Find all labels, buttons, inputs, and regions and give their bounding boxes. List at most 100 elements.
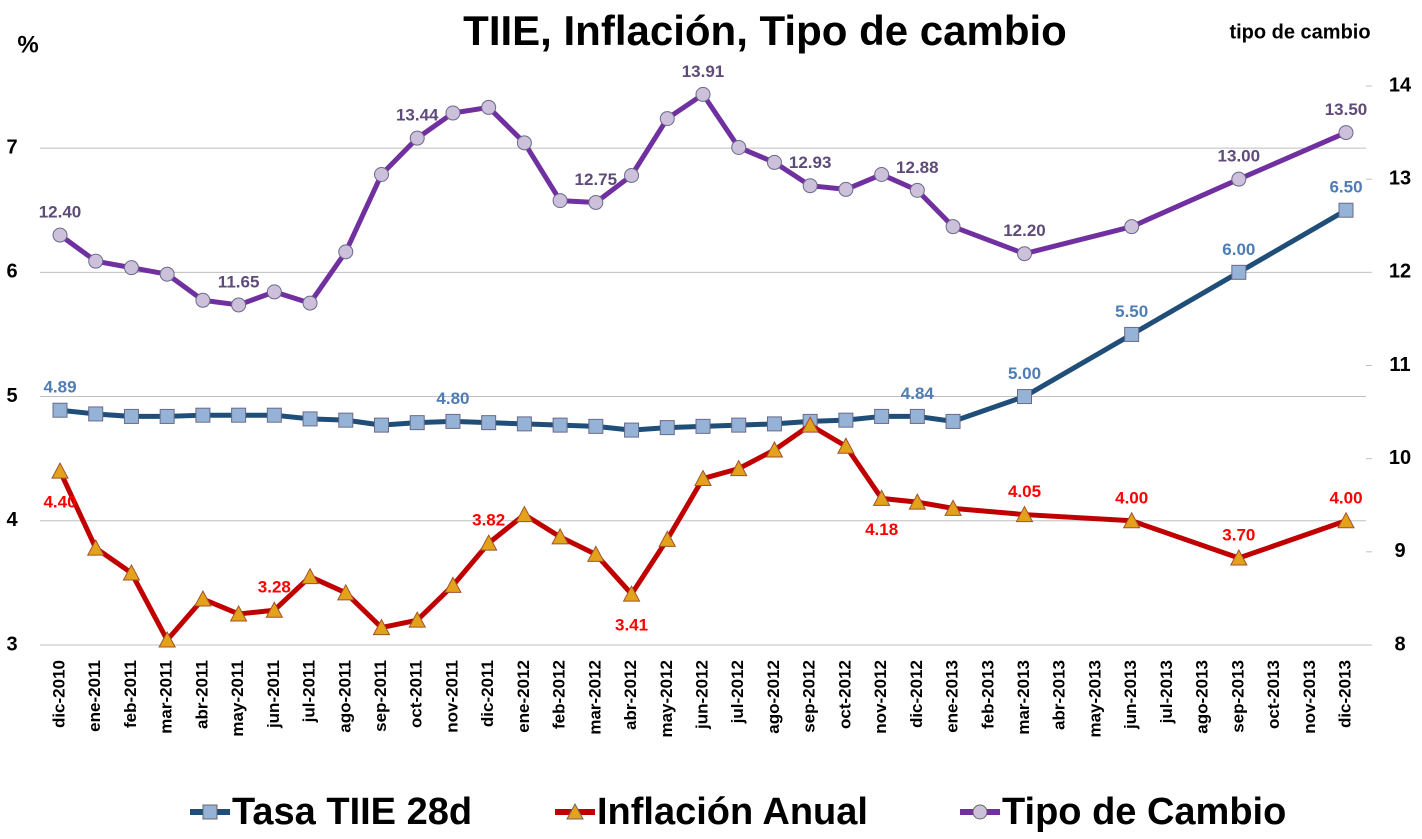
value-label: 5.50 xyxy=(1115,302,1148,321)
marker xyxy=(588,194,604,210)
x-tick-label: may-2013 xyxy=(1085,660,1104,738)
y-tick-label: 5 xyxy=(6,385,17,407)
marker xyxy=(229,604,248,622)
value-label: 12.20 xyxy=(1003,221,1046,240)
marker xyxy=(765,440,784,458)
x-tick-label: jun-2011 xyxy=(264,660,283,729)
marker xyxy=(372,618,391,636)
value-label: 12.40 xyxy=(39,203,82,222)
line xyxy=(57,422,1347,643)
marker xyxy=(658,530,677,547)
marker xyxy=(338,244,354,260)
marker xyxy=(516,135,532,151)
marker xyxy=(729,459,748,477)
marker xyxy=(659,420,675,436)
x-tick-label: dic-2013 xyxy=(1335,660,1354,728)
y2-tick-label: 12 xyxy=(1389,261,1411,283)
marker xyxy=(624,422,640,438)
marker xyxy=(694,469,712,487)
marker xyxy=(622,585,641,602)
marker xyxy=(874,167,890,183)
marker xyxy=(266,284,282,300)
marker xyxy=(266,407,282,423)
marker xyxy=(802,178,818,194)
x-tick-label: mar-2012 xyxy=(585,660,604,735)
x-tick-label: nov-2013 xyxy=(1300,660,1319,734)
marker xyxy=(158,630,177,648)
marker xyxy=(52,227,68,243)
x-tick-label: jun-2013 xyxy=(1121,660,1140,730)
x-tick-label: nov-2012 xyxy=(871,660,890,734)
marker xyxy=(872,489,891,506)
marker xyxy=(909,182,925,198)
marker xyxy=(945,413,961,429)
x-tick-label: nov-2011 xyxy=(442,660,461,733)
y2-tick-label: 13 xyxy=(1389,167,1411,189)
x-tick-label: sep-2011 xyxy=(371,660,390,732)
marker xyxy=(731,139,747,155)
y-tick-label: 6 xyxy=(6,261,17,283)
x-tick-label: ene-2012 xyxy=(514,660,533,733)
value-label: 3.41 xyxy=(615,616,648,635)
x-tick-label: feb-2012 xyxy=(550,660,569,729)
x-tick-label: sep-2012 xyxy=(800,660,819,733)
marker xyxy=(195,407,211,423)
x-tick-label: dic-2010 xyxy=(49,660,68,728)
value-label: 4.40 xyxy=(43,493,76,512)
marker xyxy=(481,415,497,431)
x-tick-label: feb-2011 xyxy=(121,660,140,728)
marker xyxy=(588,418,604,434)
value-label: 4.80 xyxy=(436,389,469,408)
value-label: 4.00 xyxy=(1115,488,1148,507)
marker xyxy=(479,534,498,551)
marker xyxy=(1231,264,1247,280)
x-tick-label: mar-2011 xyxy=(157,660,176,734)
legend-marker xyxy=(972,804,988,820)
marker xyxy=(838,412,854,428)
x-tick-label: feb-2013 xyxy=(978,660,997,729)
marker xyxy=(409,130,425,146)
legend-label: Tipo de Cambio xyxy=(1002,791,1286,833)
x-tick-label: ago-2012 xyxy=(764,660,783,734)
y2-tick-label: 8 xyxy=(1394,633,1405,655)
marker xyxy=(1230,548,1248,566)
y2-tick-label: 14 xyxy=(1389,74,1412,96)
value-label: 13.44 xyxy=(396,106,439,125)
marker xyxy=(123,408,139,424)
value-label: 13.91 xyxy=(682,62,725,81)
legend-label: Inflación Anual xyxy=(597,791,868,833)
marker xyxy=(766,154,782,170)
value-label: 12.75 xyxy=(575,170,618,189)
marker xyxy=(265,601,284,618)
value-label: 6.00 xyxy=(1222,240,1255,259)
value-label: 3.28 xyxy=(258,578,291,597)
legend-marker xyxy=(202,804,218,820)
marker xyxy=(695,86,711,102)
y-tick-label: 3 xyxy=(6,633,17,655)
marker xyxy=(338,412,354,428)
marker xyxy=(231,297,247,313)
x-tick-label: oct-2012 xyxy=(835,660,854,729)
value-label: 12.88 xyxy=(896,158,939,177)
marker xyxy=(231,407,247,423)
marker xyxy=(801,416,820,433)
x-tick-label: ene-2011 xyxy=(85,660,104,732)
marker xyxy=(945,219,961,235)
marker xyxy=(409,415,425,431)
x-tick-label: dic-2012 xyxy=(907,660,926,728)
marker xyxy=(909,408,925,424)
x-tick-label: ago-2011 xyxy=(335,660,354,733)
x-tick-label: jul-2012 xyxy=(728,660,747,724)
x-tick-label: mar-2013 xyxy=(1014,660,1033,735)
value-label: 6.50 xyxy=(1329,178,1362,197)
value-label: 5.00 xyxy=(1008,364,1041,383)
marker xyxy=(551,527,569,545)
x-tick-label: ene-2013 xyxy=(943,660,962,733)
marker xyxy=(766,416,782,432)
value-label: 4.89 xyxy=(43,378,76,397)
marker xyxy=(1015,505,1034,523)
legend-marker xyxy=(566,802,584,820)
y2-tick-label: 11 xyxy=(1389,354,1410,376)
line xyxy=(59,208,1348,433)
marker xyxy=(159,266,175,282)
